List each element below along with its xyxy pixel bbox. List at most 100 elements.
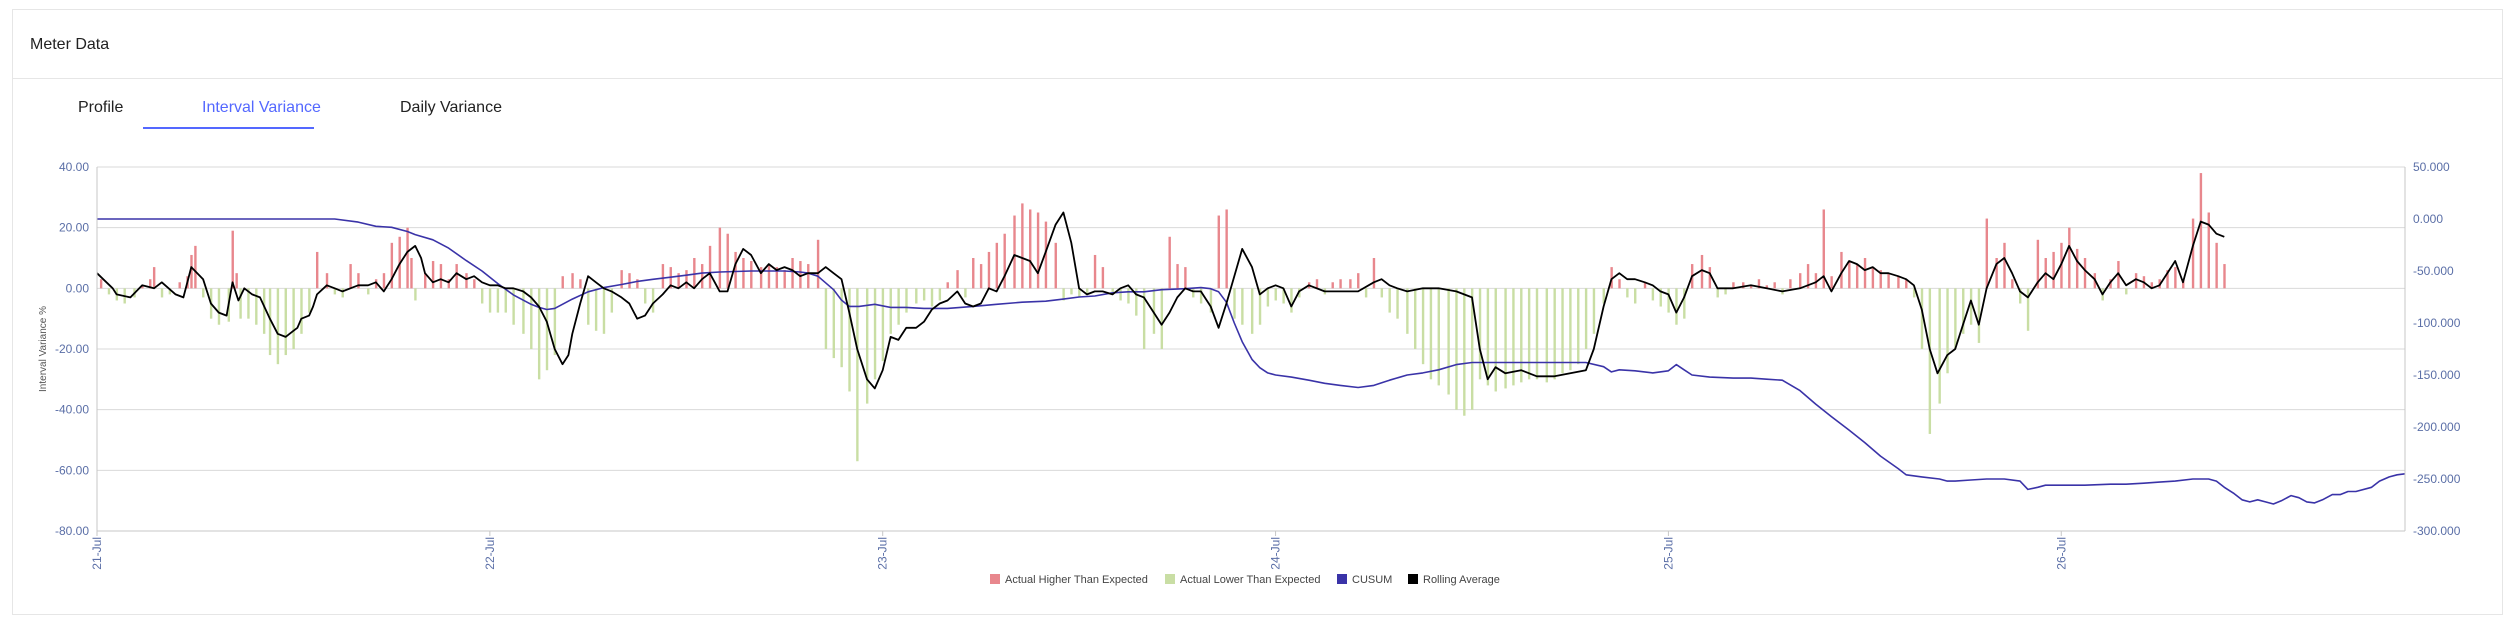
bar-lower <box>1675 288 1678 325</box>
x-tick-label: 25-Jul <box>1661 537 1675 570</box>
bar-higher <box>759 267 763 289</box>
bar-lower <box>341 288 344 298</box>
bar-lower <box>964 288 967 298</box>
bar-lower <box>840 288 843 368</box>
bar-lower <box>1716 288 1719 298</box>
bar-lower <box>1634 288 1637 304</box>
bar-lower <box>2026 288 2030 331</box>
bar-lower <box>160 288 164 298</box>
bar-higher <box>807 264 810 289</box>
bar-lower <box>602 288 606 334</box>
bar-lower <box>1437 288 1440 386</box>
bar-higher <box>972 258 975 289</box>
bar-higher <box>799 261 802 289</box>
bar-lower <box>1602 288 1605 304</box>
bar-lower <box>1127 288 1130 304</box>
bar-lower <box>414 288 417 301</box>
bar-lower <box>530 288 533 349</box>
bar-higher <box>677 273 680 289</box>
bar-lower <box>268 288 272 356</box>
bar-higher <box>152 267 156 289</box>
y-right-tick-label: 0.000 <box>2413 212 2443 226</box>
bar-higher <box>1021 203 1024 289</box>
bar-lower <box>848 288 851 392</box>
bar-higher <box>231 230 234 289</box>
bar-lower <box>537 288 541 380</box>
bar-lower <box>1406 288 1409 334</box>
bar-lower <box>1928 288 1932 434</box>
bar-higher <box>661 264 665 289</box>
meter-data-card: Meter Data <box>12 9 2503 615</box>
bar-higher <box>1855 264 1859 289</box>
bar-lower <box>1209 288 1213 313</box>
bar-higher <box>2174 267 2177 289</box>
bar-lower <box>922 288 926 301</box>
y-left-tick-label: 0.00 <box>66 281 90 295</box>
bar-higher <box>1331 282 1334 289</box>
tab-profile[interactable]: Profile <box>78 99 124 116</box>
bar-higher <box>1176 264 1179 289</box>
bar-lower <box>284 288 287 356</box>
bar-higher <box>424 273 427 289</box>
bar-higher <box>1732 282 1735 289</box>
bar-lower <box>897 288 900 325</box>
bar-higher <box>2068 227 2071 289</box>
bar-higher <box>2134 273 2138 289</box>
bar-higher <box>1749 285 1753 289</box>
bar-lower <box>1920 288 1924 349</box>
y-right-tick-label: -150.000 <box>2413 368 2461 382</box>
bar-lower <box>1396 288 1399 319</box>
chart-gridlines <box>97 166 2405 532</box>
bar-higher <box>1789 279 1792 289</box>
bar-higher <box>579 279 582 289</box>
bar-higher <box>726 233 729 289</box>
bar-higher <box>685 270 688 289</box>
bar-lower <box>1429 288 1433 380</box>
bar-higher <box>783 270 786 289</box>
bar-lower <box>594 288 598 331</box>
bar-higher <box>325 273 329 289</box>
bar-higher <box>2223 264 2226 289</box>
bar-higher <box>235 273 238 289</box>
bar-higher <box>2052 251 2055 289</box>
tab-interval-variance[interactable]: Interval Variance <box>202 99 321 116</box>
bar-higher <box>693 258 696 289</box>
bar-higher <box>382 273 386 289</box>
bar-higher <box>1044 221 1048 289</box>
bar-lower <box>1414 288 1417 349</box>
bar-lower <box>1364 288 1368 298</box>
bar-higher <box>816 239 820 289</box>
bar-lower <box>1388 288 1391 313</box>
bar-lower <box>1135 288 1138 316</box>
bar-higher <box>620 270 623 289</box>
bar-lower <box>938 288 942 301</box>
bar-higher <box>775 267 779 289</box>
bar-lower <box>1626 288 1629 298</box>
bar-lower <box>1938 288 1941 404</box>
bar-higher <box>1315 279 1319 289</box>
bar-higher <box>465 273 468 289</box>
bar-higher <box>1742 282 1745 289</box>
y-right-tick-label: -50.000 <box>2413 264 2454 278</box>
bar-lower <box>1969 288 1973 325</box>
bar-higher <box>1871 267 1875 289</box>
bar-higher <box>791 258 794 289</box>
bar-lower <box>553 288 557 356</box>
bar-lower <box>1085 288 1089 295</box>
bar-lower <box>881 288 885 362</box>
bar-lower <box>1527 288 1531 380</box>
bar-higher <box>473 279 476 289</box>
bar-higher <box>1003 233 1006 289</box>
bar-higher <box>1806 264 1810 289</box>
bar-higher <box>1887 273 1890 289</box>
bar-lower <box>1070 288 1073 295</box>
bar-lower <box>1946 288 1949 374</box>
tab-daily-variance[interactable]: Daily Variance <box>400 99 502 116</box>
x-tick-label: 24-Jul <box>1269 537 1283 570</box>
y-left-tick-label: -40.00 <box>55 403 89 417</box>
bar-lower <box>1421 288 1425 365</box>
bar-higher <box>1985 218 1989 289</box>
bar-lower <box>856 288 859 462</box>
bar-lower <box>587 288 590 325</box>
bar-lower <box>333 288 337 295</box>
